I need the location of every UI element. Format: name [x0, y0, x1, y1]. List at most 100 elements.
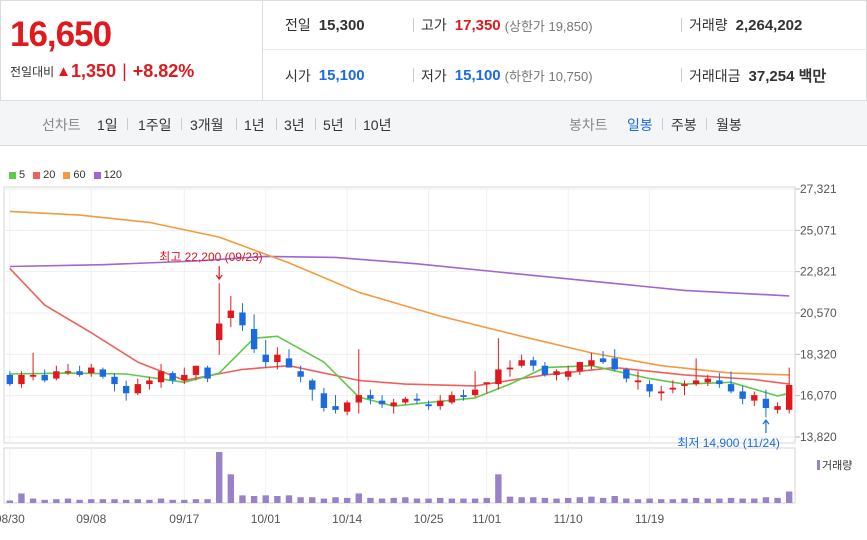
- candle-body: [762, 398, 770, 408]
- volume-bar: [739, 498, 746, 503]
- candle-body: [99, 369, 107, 377]
- x-tick-label: 10/14: [332, 512, 362, 526]
- volume-bar: [355, 493, 362, 503]
- volume-plot-frame: [3, 447, 796, 504]
- period-1w[interactable]: 1주일: [138, 117, 172, 133]
- volume-bar: [530, 497, 537, 503]
- candle-body: [692, 380, 700, 385]
- candle-body: [227, 310, 235, 318]
- swatch: [63, 171, 71, 179]
- candle-body: [355, 395, 362, 403]
- volume-bar: [599, 497, 607, 503]
- candle-body: [320, 393, 328, 408]
- volume-bar: [751, 498, 758, 503]
- candle-body: [739, 391, 746, 399]
- y-tick-label: 20,570: [800, 306, 837, 320]
- candle-body: [681, 384, 688, 386]
- volume-bar: [64, 498, 72, 503]
- candle-body: [471, 389, 479, 396]
- volume-bar: [285, 495, 293, 503]
- volume-bar: [320, 498, 328, 503]
- candle-body: [111, 376, 118, 385]
- x-tick-label: 09/08: [76, 512, 106, 526]
- period-3y[interactable]: 3년: [284, 117, 305, 133]
- candle-body: [239, 312, 246, 326]
- divider: [236, 118, 237, 130]
- volume-bar: [448, 498, 456, 503]
- candle-body: [309, 380, 316, 390]
- period-3m[interactable]: 3개월: [190, 117, 224, 133]
- candle-body: [262, 354, 269, 363]
- line-chart-label: 선차트: [42, 117, 81, 133]
- y-tick-label: 27,321: [800, 182, 837, 196]
- volume-bar: [181, 499, 188, 503]
- volume-legend-label: 거래량: [822, 459, 852, 472]
- candle-body: [530, 360, 537, 366]
- candle-body: [332, 406, 339, 410]
- period-5y[interactable]: 5년: [323, 117, 344, 133]
- swatch: [33, 171, 41, 179]
- volume-bar: [774, 497, 781, 503]
- divider: [413, 18, 414, 32]
- divider: [276, 118, 277, 130]
- period-1d[interactable]: 1일: [97, 117, 118, 133]
- divider: [662, 118, 663, 130]
- divider: [127, 118, 128, 130]
- high-price: 고가 17,350 (상한가 19,850): [421, 16, 593, 34]
- candle-body: [564, 371, 572, 377]
- volume-bar: [262, 495, 269, 503]
- volume-bar: [588, 496, 595, 503]
- candle-body: [29, 374, 37, 377]
- volume-bar: [157, 498, 165, 503]
- high-arrow-icon: [215, 266, 223, 281]
- candle-body: [215, 323, 223, 341]
- candle-weekly[interactable]: 주봉: [671, 117, 697, 133]
- volume-bar: [483, 497, 490, 503]
- volume-bar: [134, 499, 141, 503]
- divider: [355, 118, 356, 130]
- candle-body: [285, 358, 293, 368]
- candle-body: [774, 406, 781, 410]
- candle-body: [88, 367, 95, 374]
- change-value: 1,350: [71, 61, 117, 81]
- volume-bar: [658, 499, 665, 503]
- volume-bar: [681, 498, 688, 503]
- candle-body: [623, 369, 630, 379]
- period-10y[interactable]: 10년: [363, 117, 392, 133]
- volume-bar: [88, 499, 95, 503]
- volume-bar: [692, 497, 700, 503]
- candle-monthly[interactable]: 월봉: [716, 117, 742, 133]
- candle-body: [181, 374, 188, 381]
- candle-body: [437, 400, 444, 407]
- volume-bar: [413, 498, 421, 503]
- candle-body: [413, 398, 421, 401]
- volume-bar: [576, 497, 584, 503]
- volume-bar: [29, 498, 37, 503]
- candle-body: [506, 367, 514, 370]
- y-tick-label: 18,320: [800, 347, 837, 361]
- volume-bar: [785, 491, 793, 503]
- candle-body: [169, 373, 176, 381]
- volume-bar: [250, 495, 258, 503]
- quote-panel: 16,650 전일대비 ▲ 1,350 | +8.82% 전일 15,300 고…: [0, 0, 867, 101]
- ma120-line: [9, 255, 790, 297]
- quote-row-1: 전일 15,300 고가 17,350 (상한가 19,850) 거래량 2,2…: [263, 1, 867, 50]
- volume-bar: [274, 495, 281, 503]
- volume-bar: [6, 500, 14, 503]
- volume-bar: [169, 499, 176, 503]
- candle-daily[interactable]: 일봉: [627, 117, 653, 133]
- candle-body: [460, 395, 467, 397]
- high-annotation: 최고 22,200 (09/23): [159, 250, 262, 264]
- volume-bar: [53, 499, 60, 503]
- volume-bar: [390, 497, 397, 503]
- current-price-box: 16,650 전일대비 ▲ 1,350 | +8.82%: [1, 1, 263, 100]
- volume-bar: [215, 452, 223, 503]
- candle-body: [274, 354, 281, 363]
- volume-bar: [727, 497, 735, 503]
- period-1y[interactable]: 1년: [244, 117, 265, 133]
- candle-body: [495, 369, 502, 385]
- open-price: 시가 15,100: [285, 67, 365, 84]
- candle-body: [367, 395, 374, 399]
- divider: [413, 68, 414, 82]
- volume-bar: [704, 498, 711, 503]
